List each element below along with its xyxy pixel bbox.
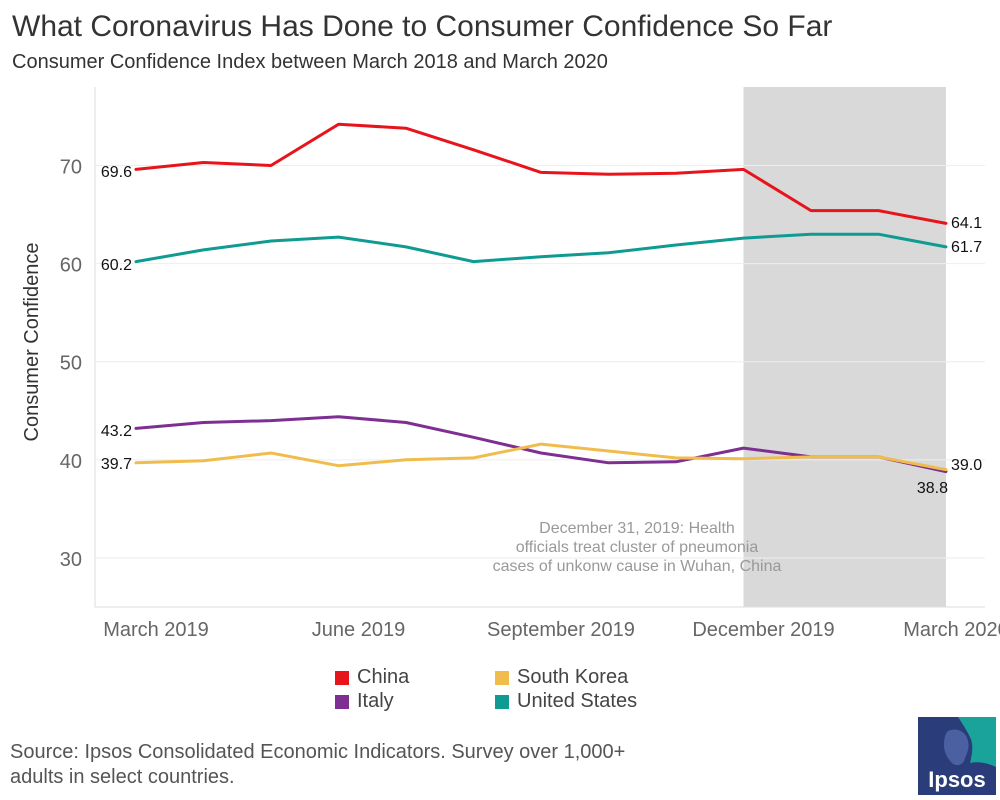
data-label-first: 43.2 [101,423,132,440]
chart-subtitle: Consumer Confidence Index between March … [12,51,608,73]
legend-label: United States [517,690,638,712]
legend-item-china: China [335,666,409,689]
shaded-region [743,87,946,607]
y-tick-label: 30 [60,549,82,571]
legend-item-italy: Italy [335,690,394,713]
data-label-first: 39.7 [101,456,132,473]
x-tick-label: March 2019 [103,619,209,641]
legend-item-south-korea: South Korea [495,666,628,689]
legend-label: Italy [357,690,394,712]
ipsos-logo: Ipsos [918,717,996,795]
annotation-line: officials treat cluster of pneumonia [516,539,759,556]
data-label-last: 61.7 [951,239,982,256]
x-tick-label: September 2019 [487,619,635,641]
data-label-last: 64.1 [951,215,982,232]
y-tick-label: 60 [60,255,82,277]
data-label-last: 38.8 [917,480,948,497]
x-tick-label: December 2019 [692,619,834,641]
annotation-line: cases of unkonw cause in Wuhan, China [493,558,782,575]
series-line-south-korea [134,442,948,472]
y-tick-label: 40 [60,451,82,473]
x-tick-label: March 2020 [903,619,1000,641]
series-line-united-states [134,232,948,264]
x-tick-label: June 2019 [312,619,405,641]
source-note: Source: Ipsos Consolidated Economic Indi… [10,741,626,788]
y-tick-label: 50 [60,353,82,375]
annotation: December 31, 2019: Health officials treat… [493,520,782,575]
annotation-line: December 31, 2019: Health [539,520,735,537]
data-label-last: 39.0 [951,457,982,474]
chart-title: What Coronavirus Has Done to Consumer Co… [12,10,833,43]
legend-label: South Korea [517,666,629,688]
legend-label: China [357,666,410,688]
legend-swatch [335,670,349,685]
legend-swatch [495,670,509,685]
y-tick-label: 70 [60,156,82,178]
legend-swatch [495,694,509,709]
y-axis-label: Consumer Confidence [21,243,43,442]
legend-item-united-states: United States [495,690,637,713]
data-label-first: 60.2 [101,257,132,274]
logo-wordmark: Ipsos [928,767,985,792]
data-label-first: 69.6 [101,164,132,181]
series-line-china [134,122,948,225]
legend-swatch [335,694,349,709]
line-chart: 30 40 50 60 70 March 2019 June 2019 September 2… [21,87,1000,641]
